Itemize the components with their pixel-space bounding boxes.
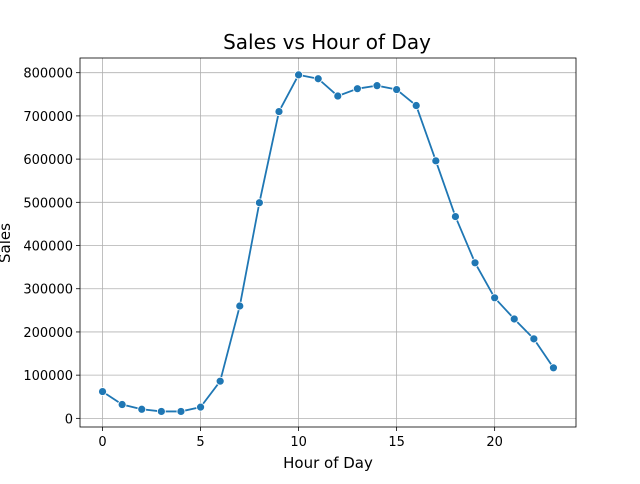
data-point	[254, 198, 264, 208]
y-tick-label: 700000	[23, 110, 73, 125]
x-tick-label: 10	[290, 435, 307, 450]
data-point	[372, 81, 382, 91]
y-tick-label: 300000	[23, 283, 73, 298]
y-tick-label: 100000	[23, 369, 73, 384]
data-point	[490, 293, 500, 303]
data-point	[313, 74, 323, 84]
data-point	[137, 404, 147, 414]
data-point	[235, 301, 245, 311]
data-point	[215, 376, 225, 386]
y-tick-label: 200000	[23, 326, 73, 341]
data-point	[333, 91, 343, 101]
data-point	[294, 70, 303, 80]
data-point	[470, 258, 480, 268]
series-sales	[98, 70, 558, 416]
data-point	[549, 363, 558, 373]
y-tick-label: 500000	[23, 196, 73, 211]
data-point	[98, 387, 107, 396]
data-point	[274, 107, 284, 116]
data-point	[431, 156, 441, 166]
x-tick-label: 15	[388, 435, 405, 450]
y-tick-label: 800000	[23, 67, 73, 82]
y-axis: 0 100000 200000 300000 400000 500000 600000 700…	[23, 67, 80, 427]
data-point	[451, 212, 460, 221]
x-tick-label: 20	[486, 435, 503, 450]
data-point	[353, 84, 362, 94]
data-point	[509, 314, 519, 324]
data-point	[411, 101, 421, 110]
data-point	[392, 85, 402, 94]
y-tick-label: 600000	[23, 153, 73, 168]
grid-lines	[80, 58, 576, 427]
sales-line	[102, 73, 555, 413]
data-point	[529, 334, 539, 344]
x-tick-label: 0	[98, 435, 106, 450]
data-point	[117, 400, 127, 409]
plot-area-frame	[79, 57, 577, 428]
chart-title: Sales vs Hour of Day	[223, 30, 431, 54]
x-axis: 0 5 10 15 20	[98, 427, 503, 450]
x-axis-label: Hour of Day	[283, 454, 373, 472]
data-point	[156, 407, 166, 416]
x-tick-label: 5	[196, 435, 204, 450]
y-axis-label: Sales	[0, 223, 14, 263]
data-point	[176, 407, 186, 416]
y-tick-label: 400000	[23, 240, 73, 255]
data-point	[196, 402, 205, 412]
y-tick-label: 0	[65, 412, 73, 427]
